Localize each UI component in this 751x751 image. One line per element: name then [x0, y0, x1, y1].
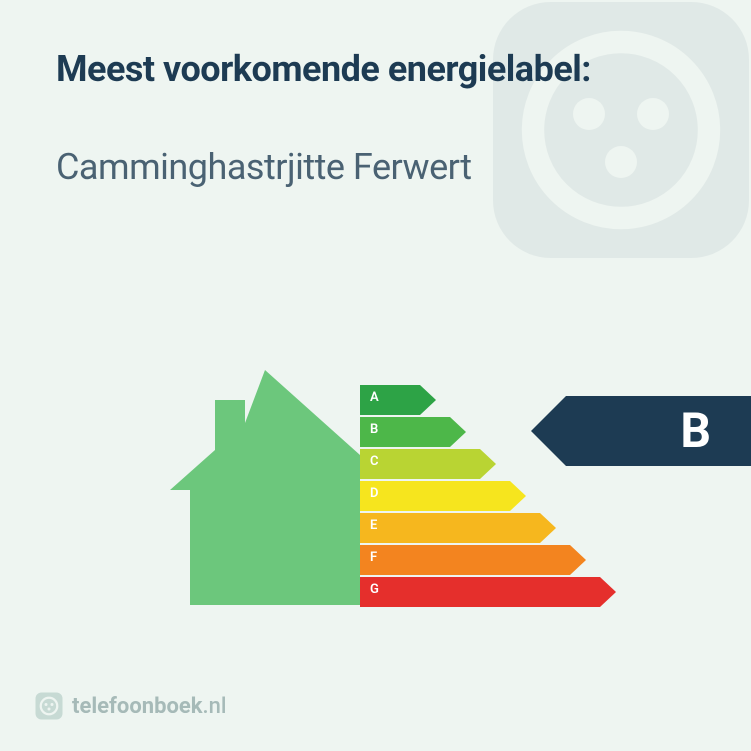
footer-text: telefoonboek.nl: [72, 694, 226, 719]
energy-bar-label: C: [370, 454, 379, 469]
energy-badge: B: [531, 396, 751, 466]
energy-bar-label: B: [370, 422, 378, 437]
energy-bar-label: G: [370, 582, 379, 597]
location-name: Camminghastrjitte Ferwert: [56, 146, 695, 188]
energy-badge-letter: B: [680, 396, 711, 466]
house-icon: [170, 370, 360, 605]
energy-bar-label: F: [370, 550, 377, 565]
energy-bar-label: A: [370, 390, 379, 405]
energy-bar-label: D: [370, 486, 378, 501]
energy-bar-label: E: [370, 518, 377, 533]
phonebook-icon: [34, 691, 64, 721]
page-title: Meest voorkomende energielabel:: [56, 48, 695, 90]
footer-brand: telefoonboek.nl: [34, 691, 226, 721]
